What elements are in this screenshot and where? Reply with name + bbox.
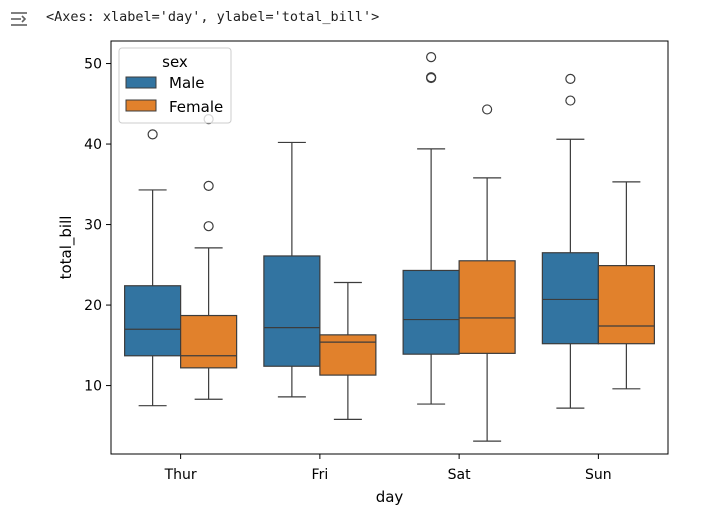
x-tick-label-thur: Thur <box>164 467 197 483</box>
outlier-male-sat-1 <box>426 72 437 83</box>
x-tick-label-sat: Sat <box>448 467 471 483</box>
plot-frame <box>110 40 669 455</box>
legend-label-female: Female <box>169 98 223 116</box>
box-group-male-thur <box>124 129 182 407</box>
outlier-male-sat-2 <box>426 52 437 63</box>
y-axis: 10 20 30 40 50 <box>84 57 111 395</box>
box-female-sat <box>458 260 516 354</box>
outlier-male-sun-1 <box>565 73 576 84</box>
box-female-thur <box>180 314 238 369</box>
box-female-fri <box>319 334 377 376</box>
outlier-male-sun-0 <box>565 95 576 106</box>
outlier-female-thur-0 <box>203 221 214 232</box>
legend: sex Male Female <box>118 47 232 124</box>
box-group-male-sun <box>541 73 599 409</box>
box-group-female-fri <box>319 281 377 420</box>
box-male-thur <box>124 285 182 357</box>
box-female-sun <box>597 265 655 345</box>
y-tick-label-30: 30 <box>84 218 102 234</box>
x-tick-label-sun: Sun <box>585 467 612 483</box>
box-group-female-sat <box>458 104 516 442</box>
box-group-male-sat <box>402 52 460 405</box>
axes-repr-text: <Axes: xlabel='day', ylabel='total_bill'… <box>46 9 380 25</box>
y-tick-label-40: 40 <box>84 137 102 153</box>
box-group-male-fri <box>263 141 321 398</box>
outlier-female-sat-0 <box>482 104 493 115</box>
legend-title: sex <box>162 53 188 71</box>
box-male-sun <box>541 252 599 345</box>
y-tick-label-50: 50 <box>84 57 102 73</box>
plot-marks <box>124 52 655 442</box>
output-collapse-icon[interactable] <box>8 8 32 30</box>
box-male-fri <box>263 255 321 367</box>
legend-swatch-female <box>125 99 157 112</box>
legend-swatch-male <box>125 76 157 89</box>
y-axis-label: total_bill <box>57 216 76 280</box>
x-axis-label: day <box>376 488 404 506</box>
outlier-female-thur-1 <box>203 180 214 192</box>
y-tick-label-10: 10 <box>84 379 102 395</box>
box-group-female-thur <box>180 113 238 400</box>
x-axis: Thur Fri Sat Sun <box>164 454 612 483</box>
outlier-male-thur-0 <box>147 129 158 140</box>
box-group-female-sun <box>597 181 655 390</box>
x-tick-label-fri: Fri <box>312 467 329 483</box>
legend-label-male: Male <box>169 74 205 92</box>
box-male-sat <box>402 269 460 355</box>
y-tick-label-20: 20 <box>84 298 102 314</box>
